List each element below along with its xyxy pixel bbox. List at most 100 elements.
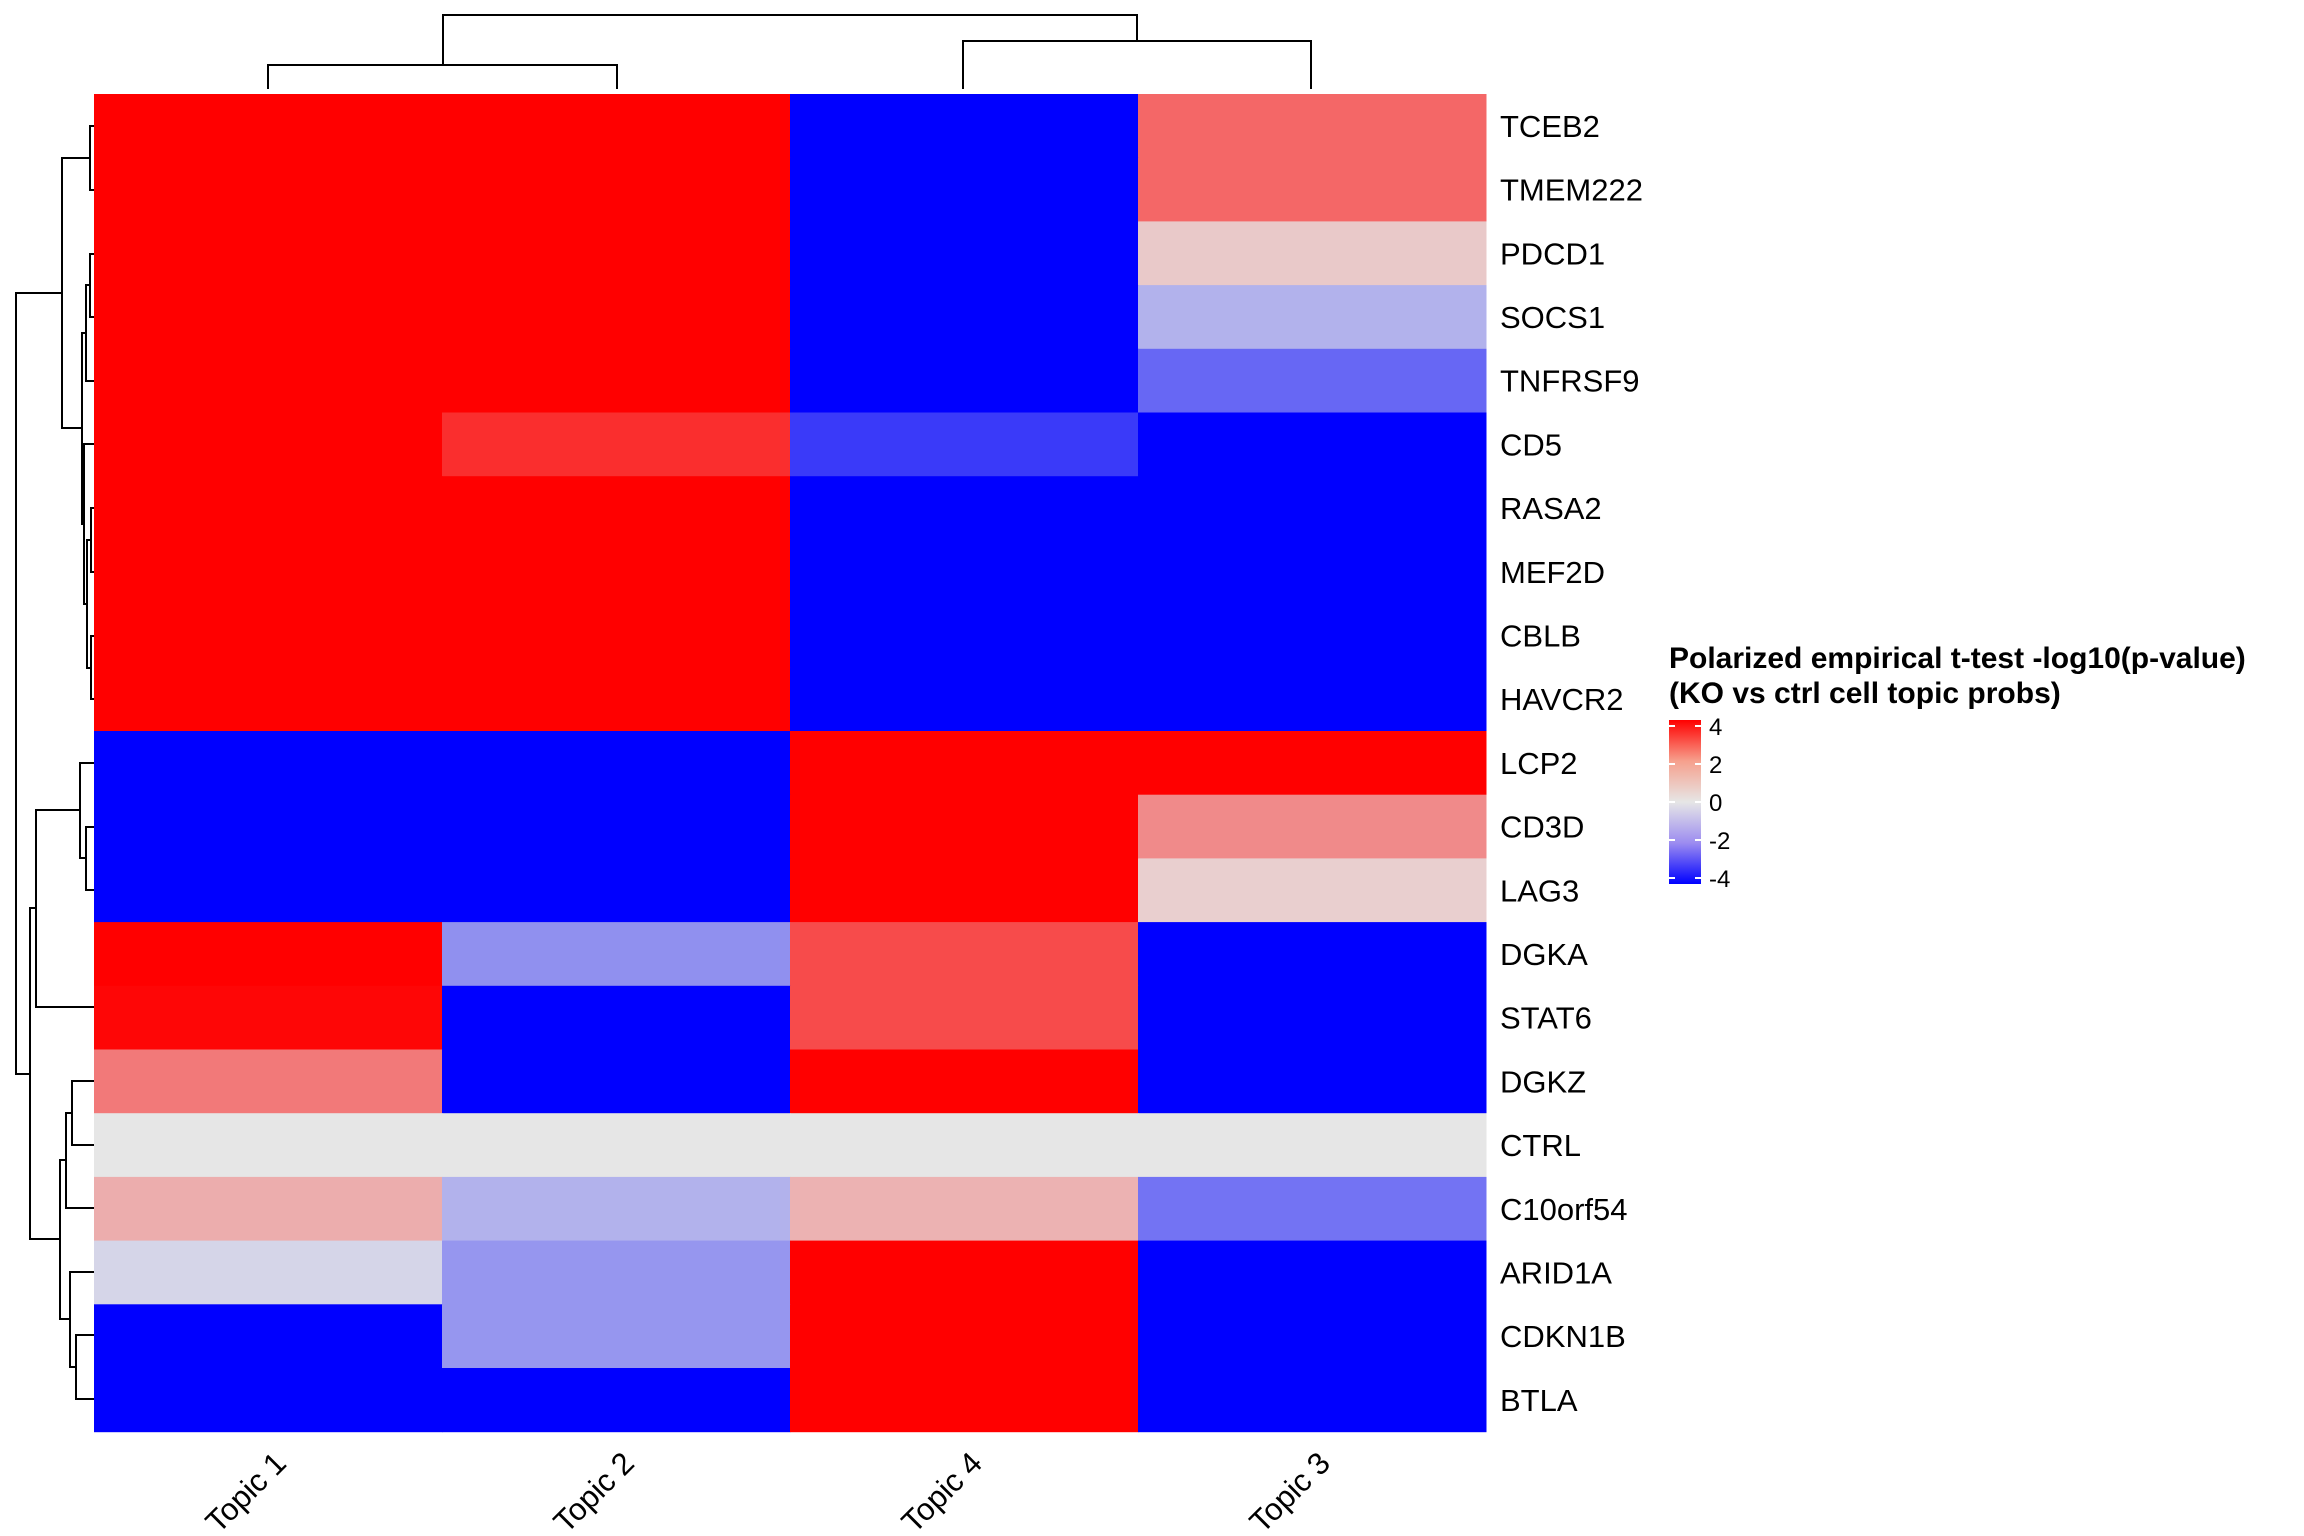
heatmap-cell — [442, 922, 791, 987]
heatmap-cell — [1138, 1304, 1487, 1369]
heatmap-cell — [94, 94, 443, 159]
heatmap-cell — [442, 221, 791, 286]
heatmap-cell — [442, 412, 791, 477]
heatmap-cell — [94, 285, 443, 350]
heatmap-cell — [94, 1368, 443, 1433]
row-label: CTRL — [1500, 1128, 1581, 1163]
heatmap-cell — [94, 858, 443, 923]
heatmap-cell — [1138, 348, 1487, 413]
heatmap-cell — [790, 157, 1139, 222]
heatmap-cell — [94, 221, 443, 286]
heatmap-cell — [1138, 539, 1487, 605]
heatmap-cell — [790, 1368, 1139, 1433]
heatmap-cell — [442, 667, 791, 732]
legend-tick-label: -2 — [1709, 828, 1730, 855]
heatmap-cell — [790, 603, 1139, 668]
heatmap-cell — [790, 731, 1139, 796]
legend-title-line2: (KO vs ctrl cell topic probs) — [1669, 677, 2061, 710]
heatmap-cell — [1138, 1368, 1487, 1433]
heatmap-cell — [1138, 1240, 1487, 1305]
heatmap-cell — [94, 1113, 443, 1178]
heatmap-cell — [442, 1240, 791, 1305]
heatmap-cell — [1138, 603, 1487, 668]
heatmap-cell — [1138, 922, 1487, 987]
row-label: CDKN1B — [1500, 1319, 1626, 1354]
heatmap-cell — [94, 1304, 443, 1369]
heatmap-cell — [790, 1304, 1139, 1369]
heatmap-cell — [442, 285, 791, 350]
row-label: C10orf54 — [1500, 1192, 1628, 1227]
heatmap-cell — [1138, 1113, 1487, 1178]
color-legend: Polarized empirical t-test -log10(p-valu… — [1669, 642, 2246, 893]
column-dendrogram — [267, 14, 1312, 89]
heatmap-cell — [94, 1049, 443, 1114]
legend-tick-label: 2 — [1709, 752, 1722, 779]
row-label: TMEM222 — [1500, 173, 1643, 208]
heatmap-cell — [1138, 794, 1487, 859]
heatmap-cell — [790, 1113, 1139, 1178]
heatmap-cell — [442, 1176, 791, 1242]
row-label: ARID1A — [1500, 1255, 1612, 1290]
heatmap-cell — [790, 221, 1139, 286]
legend-ticks: 4 2 0 -2 -4 — [1669, 714, 1730, 893]
row-label: CD3D — [1500, 810, 1584, 845]
row-label: HAVCR2 — [1500, 682, 1623, 717]
heatmap-cell — [442, 1049, 791, 1114]
heatmap-cell — [1138, 1049, 1487, 1114]
heatmap-cell — [790, 667, 1139, 732]
heatmap-cell — [790, 1049, 1139, 1114]
heatmap-cell — [790, 922, 1139, 987]
heatmap-cell — [790, 1176, 1139, 1242]
heatmap-cell — [790, 285, 1139, 350]
legend-tick-label: -4 — [1709, 866, 1730, 893]
heatmap-cell — [442, 94, 791, 159]
heatmap-cell — [790, 412, 1139, 477]
heatmap-cell — [94, 539, 443, 605]
column-label: Topic 1 — [199, 1445, 293, 1536]
heatmap-cells — [94, 94, 1487, 1433]
column-label: Topic 2 — [547, 1445, 641, 1536]
heatmap-cell — [94, 157, 443, 222]
heatmap-cell — [790, 476, 1139, 541]
heatmap-cell — [94, 1176, 443, 1242]
heatmap-cell — [1138, 667, 1487, 732]
row-label: TCEB2 — [1500, 109, 1600, 144]
heatmap-cell — [790, 858, 1139, 923]
row-label: RASA2 — [1500, 491, 1602, 526]
heatmap-cell — [94, 1240, 443, 1305]
heatmap-cell — [94, 476, 443, 541]
heatmap-cell — [790, 94, 1139, 159]
heatmap-cell — [94, 412, 443, 477]
legend-tick-label: 0 — [1709, 790, 1722, 817]
heatmap-cell — [442, 1304, 791, 1369]
heatmap-cell — [1138, 985, 1487, 1050]
row-label: DGKA — [1500, 937, 1588, 972]
column-label: Topic 3 — [1243, 1445, 1337, 1536]
heatmap-cell — [442, 157, 791, 222]
heatmap-cell — [1138, 285, 1487, 350]
heatmap-cell — [790, 985, 1139, 1050]
column-label: Topic 4 — [895, 1445, 989, 1536]
heatmap-cell — [442, 985, 791, 1050]
heatmap-cell — [1138, 476, 1487, 541]
column-labels: Topic 1 Topic 2 Topic 4 Topic 3 — [199, 1445, 1337, 1536]
heatmap-cell — [442, 1113, 791, 1178]
row-label: LAG3 — [1500, 873, 1579, 908]
row-label: SOCS1 — [1500, 300, 1605, 335]
heatmap-cell — [442, 603, 791, 668]
row-labels: TCEB2 TMEM222 PDCD1 SOCS1 TNFRSF9 CD5 RASA2 MEF… — [1500, 109, 1643, 1418]
heatmap-cell — [1138, 94, 1487, 159]
heatmap-cell — [442, 348, 791, 413]
row-label: PDCD1 — [1500, 236, 1605, 271]
heatmap-cell — [94, 667, 443, 732]
heatmap-cell — [442, 858, 791, 923]
legend-tick-label: 4 — [1709, 714, 1722, 741]
legend-title-line1: Polarized empirical t-test -log10(p-valu… — [1669, 642, 2246, 675]
heatmap-cell — [1138, 858, 1487, 923]
heatmap-cell — [1138, 412, 1487, 477]
heatmap-cell — [94, 731, 443, 796]
row-label: CD5 — [1500, 427, 1562, 462]
heatmap-cell — [94, 794, 443, 859]
heatmap-cell — [442, 1368, 791, 1433]
